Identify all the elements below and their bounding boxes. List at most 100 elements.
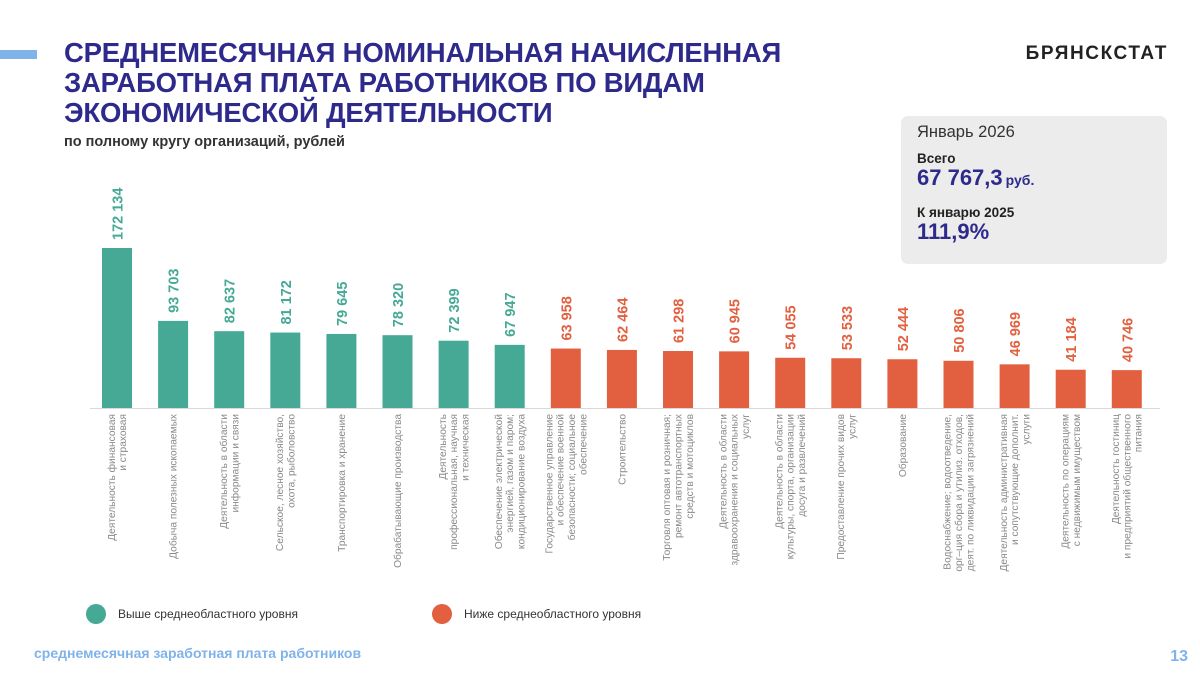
data-label: 53 533 [840,306,856,350]
bar [326,333,357,408]
category-label-line: безопасности; социальное [566,414,578,541]
bar [494,344,525,408]
category-label-line: Деятельность в области [773,414,785,529]
category-label: Строительство [617,414,628,485]
legend-dot-below-icon [432,604,452,624]
summary-period: Январь 2026 [917,123,1015,141]
category-label-line: и страховая [118,414,129,471]
data-label: 172 134 [111,188,127,240]
category-label: Государственное управлениеи обеспечение … [544,414,589,554]
data-label: 41 184 [1064,317,1080,361]
data-label: 81 172 [279,280,295,324]
data-label: 52 444 [896,307,912,351]
category-label-line: Сельское, лесное хозяйство, [275,414,286,551]
category-label-line: Добыча полезных ископаемых [168,414,180,559]
bar [999,364,1030,408]
legend-dot-above-icon [86,604,106,624]
category-label-line: услуг [741,414,752,439]
category-label-line: профессиональная, научная [448,414,460,550]
category-label-line: Строительство [617,414,628,485]
category-label-line: охота, рыболовство [286,414,298,508]
category-label-line: деят. по ликвидации загрязнений [965,414,976,571]
data-label: 60 945 [728,299,744,343]
data-label: 93 703 [167,269,183,313]
category-label-line: и сопутствующие дополнит. [1010,414,1021,545]
category-label-line: и техническая [460,414,471,481]
category-label-line: Деятельность финансовая [106,414,118,541]
data-label: 46 969 [1008,312,1024,356]
category-label: Деятельность по операциямс недвижимым им… [1061,414,1083,549]
category-label-line: Деятельность в области [717,414,729,529]
category-label: Деятельность гостиници предприятий общес… [1111,414,1145,559]
category-label-line: Деятельность в области [218,414,230,529]
bar [887,359,918,408]
category-label: Обрабатывающие производства [392,414,404,568]
category-label-line: информации и связи [229,414,241,513]
category-label: Водоснабжение; водоотведение,орг–ция сбо… [942,414,977,572]
brand-logo: БРЯНСКСТАТ [1025,43,1168,64]
summary-card: Январь 2026 Всего 67 767,3 руб. К январю … [901,116,1167,264]
category-label-line: орг–ция сбора и утилиз. отходов, [953,414,965,572]
bar [382,335,413,408]
legend-item-above: Выше среднеобластного уровня [86,604,298,624]
category-label-line: Образование [897,414,909,477]
data-label: 62 464 [615,298,631,342]
data-label: 72 399 [447,288,463,332]
category-label-line: питания [1134,414,1145,452]
category-label: Образование [897,414,909,477]
category-label-line: Деятельность по операциям [1061,414,1072,549]
category-label-line: средств и мотоциклов [685,414,696,519]
bar [831,358,862,408]
bar [1055,369,1086,408]
category-label-line: Деятельность [438,414,449,480]
bar [719,351,750,408]
title-line-1: СРЕДНЕМЕСЯЧНАЯ НОМИНАЛЬНАЯ НАЧИСЛЕННАЯ [64,37,782,68]
category-label: Сельское, лесное хозяйство,охота, рыболо… [275,414,297,551]
page-number: 13 [1170,648,1188,665]
category-label-line: Обрабатывающие производства [392,414,404,568]
category-label-line: Государственное управление [544,414,555,554]
category-label-line: услуги [1021,414,1032,445]
bar [438,340,469,408]
category-label: Предоставление прочих видовуслуг [836,414,858,560]
bar [270,332,301,408]
category-label-line: и предприятий общественного [1121,414,1133,559]
category-label-line: досуга и развлечений [797,414,808,517]
bar [606,349,637,408]
page-title: СРЕДНЕМЕСЯЧНАЯ НОМИНАЛЬНАЯ НАЧИСЛЕННАЯ З… [64,38,844,128]
data-label: 61 298 [672,299,688,343]
summary-total-unit: руб. [1005,172,1035,188]
summary-yoy-value: 111,9% [917,219,990,244]
category-label-line: здравоохранения и социальных [730,414,741,566]
summary-yoy-label: К январю 2025 [917,205,1015,220]
category-label-line: и обеспечение военной [555,414,567,526]
data-label: 78 320 [391,283,407,327]
category-label-line: обеспечение [577,414,589,475]
bar [775,357,806,408]
category-label: Деятельность в областиздравоохранения и … [717,414,752,566]
bar [550,348,581,408]
category-label: Торговля оптовая и розничная;ремонт авто… [662,414,696,561]
bar [663,351,693,408]
data-label: 40 746 [1120,318,1136,362]
title-line-2: ЗАРАБОТНАЯ ПЛАТА РАБОТНИКОВ ПО ВИДАМ [64,67,705,98]
category-label: Деятельность финансоваяи страховая [106,414,129,541]
category-label-line: Водоснабжение; водоотведение, [942,414,954,570]
category-label: Деятельностьпрофессиональная, научнаяи т… [438,414,472,550]
bar [102,248,132,408]
footer-caption: среднемесячная заработная плата работник… [34,645,362,661]
bar [943,360,974,408]
category-label: Деятельность в областикультуры, спорта, … [773,414,808,559]
legend-label-below: Ниже среднеобластного уровня [464,607,642,621]
category-label-line: Деятельность административная [999,414,1010,571]
category-label: Транспортировка и хранение [337,414,348,552]
accent-bar [0,50,37,59]
category-label-line: Предоставление прочих видов [836,414,847,560]
category-label: Обеспечение электрическойэнергией, газом… [493,414,528,550]
page-subtitle: по полному кругу организаций, рублей [64,134,345,150]
data-label: 82 637 [223,279,239,323]
category-label-line: Торговля оптовая и розничная; [662,414,673,561]
summary-total-label: Всего [917,151,956,166]
category-label: Деятельность в областиинформации и связи [218,414,241,529]
